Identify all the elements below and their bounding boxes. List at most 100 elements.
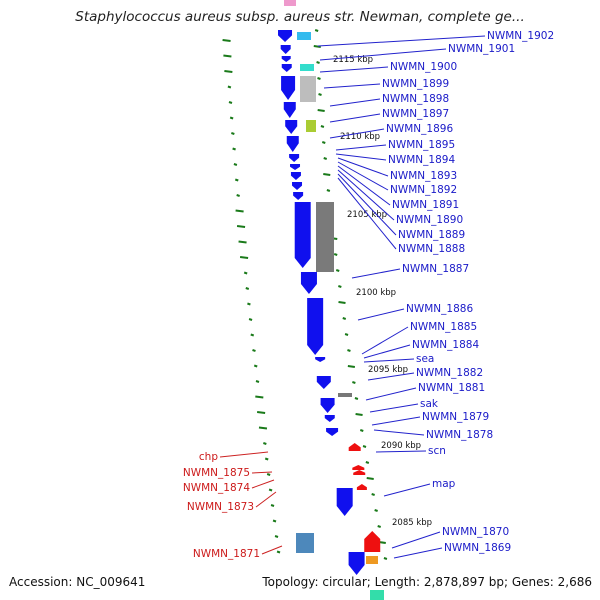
gc-tick	[377, 525, 382, 528]
gc-tick	[335, 269, 340, 272]
gc-tick	[256, 411, 266, 414]
gene-label: chp	[199, 451, 218, 463]
gc-tick	[276, 550, 281, 554]
gene-label: NWMN_1893	[390, 170, 457, 182]
gc-tick	[274, 535, 279, 538]
label-leader-line	[365, 387, 417, 401]
gene-label: NWMN_1884	[412, 339, 479, 351]
forward-gene-arrow	[285, 120, 298, 134]
label-leader-line	[337, 173, 397, 236]
label-leader-line	[337, 161, 389, 191]
gc-tick	[222, 39, 231, 42]
forward-gene-arrow	[283, 102, 296, 118]
gc-tick	[232, 147, 236, 151]
gc-tick	[317, 109, 325, 112]
forward-gene-arrow	[286, 136, 299, 152]
gc-tick	[347, 365, 356, 368]
rna-feature-block	[300, 76, 316, 102]
gene-features	[278, 0, 384, 600]
gc-tick	[317, 77, 321, 80]
gene-label: NWMN_1899	[382, 78, 449, 90]
label-leader-line	[329, 98, 381, 107]
gene-label: NWMN_1896	[386, 123, 453, 135]
gc-tick	[362, 445, 367, 448]
rna-feature-block	[316, 202, 334, 272]
gc-tick	[342, 317, 347, 320]
forward-gene-arrow	[280, 45, 291, 54]
gene-label: NWMN_1891	[392, 199, 459, 211]
forward-gene-arrow	[348, 552, 365, 575]
label-leader-line	[251, 479, 275, 489]
scale-label: 2105 kbp	[347, 210, 387, 220]
gc-tick	[264, 457, 269, 461]
label-leader-line	[351, 268, 401, 279]
label-leader-line	[373, 429, 425, 436]
gc-tick	[333, 253, 338, 256]
gene-label: NWMN_1869	[444, 542, 511, 554]
colored-feature	[284, 0, 296, 6]
gc-tick	[266, 473, 271, 476]
gene-label: NWMN_1881	[418, 382, 485, 394]
gc-tick	[338, 301, 346, 304]
scale-label: 2090 kbp	[381, 441, 421, 451]
gene-label: NWMN_1888	[398, 243, 465, 255]
gc-tick	[255, 380, 260, 383]
gene-label: sea	[416, 353, 434, 365]
gene-label: map	[432, 478, 456, 490]
forward-gene-arrow	[278, 30, 293, 42]
gc-tick	[352, 381, 356, 384]
gc-tick	[321, 141, 326, 144]
label-leader-line	[363, 358, 415, 363]
label-leader-line	[319, 66, 389, 73]
label-leader-line	[335, 144, 387, 151]
label-leader-line	[337, 177, 397, 250]
gc-tick	[320, 125, 325, 128]
label-leader-line	[375, 450, 427, 453]
scale-label: 2115 kbp	[333, 55, 373, 65]
scale-label: 2100 kbp	[356, 288, 396, 298]
gene-label: NWMN_1901	[448, 43, 515, 55]
gc-tick	[238, 240, 247, 244]
gc-tick	[227, 85, 232, 89]
gc-content-ticks	[222, 29, 388, 560]
label-leader-line	[335, 153, 387, 161]
gc-tick	[231, 132, 235, 135]
gc-tick	[371, 493, 375, 496]
gc-tick	[234, 178, 239, 182]
gc-tick	[250, 333, 255, 337]
gc-tick	[248, 318, 253, 321]
forward-gene-arrow	[289, 154, 300, 162]
reverse-gene-arrow	[356, 484, 367, 490]
label-leader-line	[337, 169, 395, 221]
scale-label: 2085 kbp	[392, 518, 432, 528]
gene-label: scn	[428, 445, 446, 457]
scale-markers: 2115 kbp 2110 kbp 2105 kbp 2100 kbp 2095 kbp…	[333, 55, 432, 528]
gc-tick	[253, 364, 258, 368]
label-leader-line	[383, 483, 431, 497]
gc-tick	[268, 488, 273, 492]
label-leader-line	[319, 48, 447, 61]
gc-tick	[236, 225, 246, 228]
gene-label: NWMN_1894	[388, 154, 455, 166]
colored-feature	[296, 533, 314, 553]
rna-feature-block	[338, 393, 352, 397]
gene-label: NWMN_1890	[396, 214, 463, 226]
gc-tick	[229, 116, 234, 120]
gc-tick	[239, 256, 249, 259]
forward-gene-arrow	[320, 398, 335, 413]
gene-label: NWMN_1870	[442, 526, 509, 538]
reverse-gene-arrow	[348, 443, 361, 451]
gene-label: NWMN_1898	[382, 93, 449, 105]
gc-tick	[355, 413, 363, 416]
gc-tick	[383, 557, 388, 560]
gc-tick	[326, 189, 331, 192]
forward-gene-arrow	[281, 76, 296, 100]
gc-tick	[245, 287, 250, 290]
forward-gene-arrow	[290, 164, 301, 170]
colored-feature	[306, 120, 316, 132]
gc-tick	[263, 442, 267, 445]
colored-feature	[297, 32, 311, 40]
forward-gene-arrow	[326, 428, 339, 436]
gc-tick	[270, 504, 275, 507]
